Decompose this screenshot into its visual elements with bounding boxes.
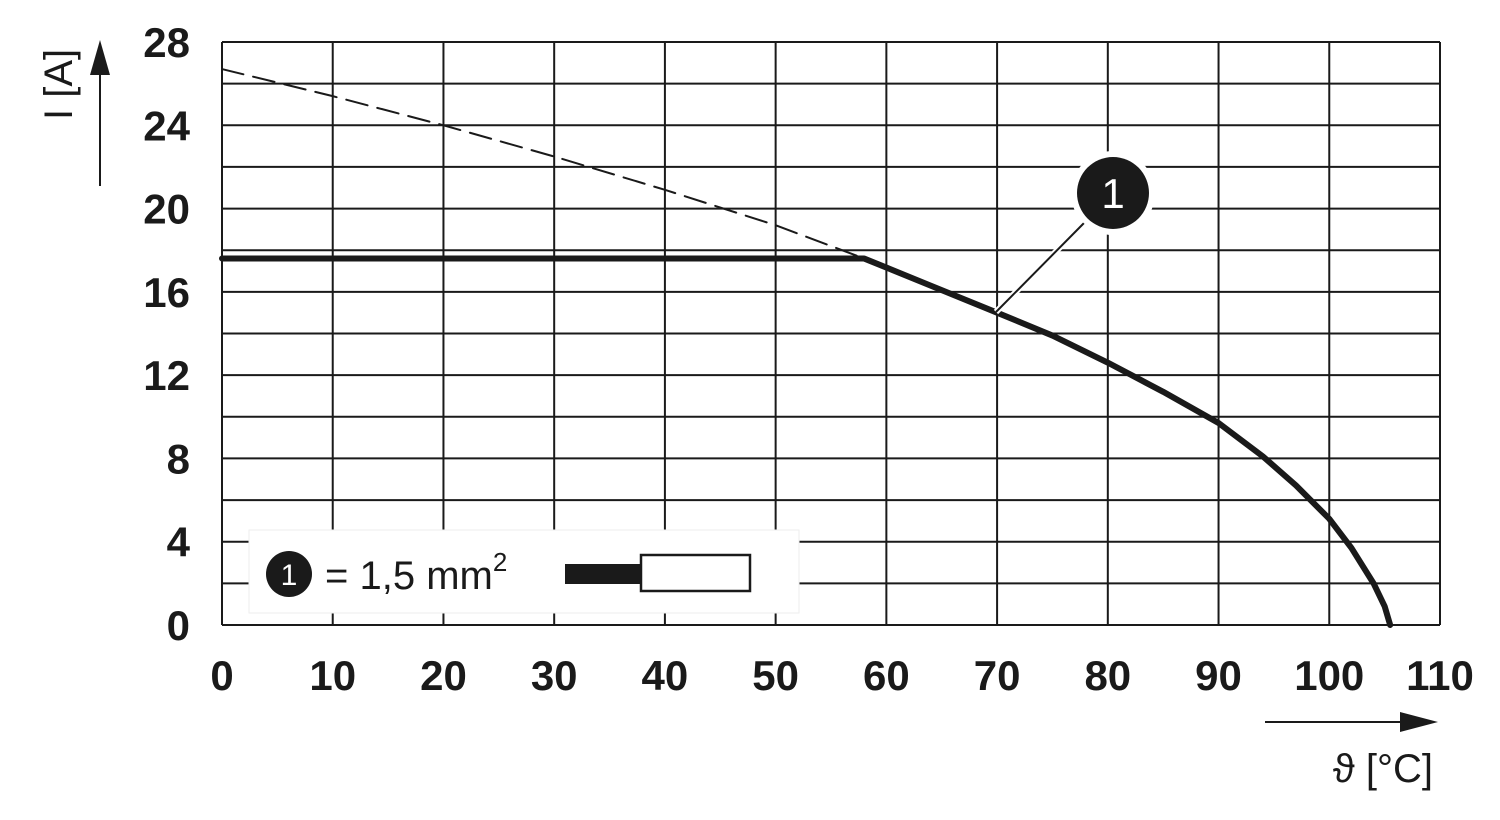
x-axis-label: ϑ [°C]	[1333, 747, 1433, 791]
x-tick-label: 80	[1084, 652, 1131, 699]
x-tick-label: 110	[1406, 652, 1474, 699]
x-tick-label: 60	[863, 652, 910, 699]
conductor-icon	[565, 564, 641, 584]
dashed-line	[221, 68, 866, 260]
y-arrow-head	[90, 40, 110, 75]
callout-label: 1	[1101, 170, 1124, 217]
x-tick-label: 0	[210, 652, 233, 699]
lines	[219, 68, 1394, 628]
x-tick-label: 10	[309, 652, 356, 699]
legend-text: = 1,5 mm	[325, 554, 493, 598]
y-tick-label: 8	[167, 435, 190, 482]
y-axis-label: I [A]	[37, 49, 81, 120]
callout-circle	[1077, 157, 1149, 229]
x-tick-label: 50	[752, 652, 799, 699]
y-tick-label: 0	[167, 602, 190, 649]
legend-marker	[266, 551, 312, 597]
legend-superscript: 2	[493, 547, 507, 577]
grid	[221, 41, 1441, 626]
x-tick-label: 20	[420, 652, 467, 699]
y-tick-label: 16	[143, 269, 190, 316]
y-tick-label: 24	[143, 102, 190, 149]
x-tick-label: 40	[642, 652, 689, 699]
x-tick-label: 90	[1195, 652, 1242, 699]
y-tick-label: 12	[143, 352, 190, 399]
x-tick-label: 100	[1294, 652, 1364, 699]
legend-label: = 1,5 mm2	[325, 547, 507, 598]
legend-marker-label: 1	[281, 559, 298, 592]
x-tick-label: 30	[531, 652, 578, 699]
y-tick-label: 20	[143, 186, 190, 233]
solid-line	[219, 255, 1394, 628]
ferrule-icon	[639, 553, 752, 593]
y-tick-label: 28	[143, 19, 190, 66]
leader-line	[995, 221, 1086, 313]
x-tick-label: 70	[974, 652, 1021, 699]
x-arrow-head	[1400, 712, 1438, 732]
y-tick-label: 4	[167, 519, 191, 566]
